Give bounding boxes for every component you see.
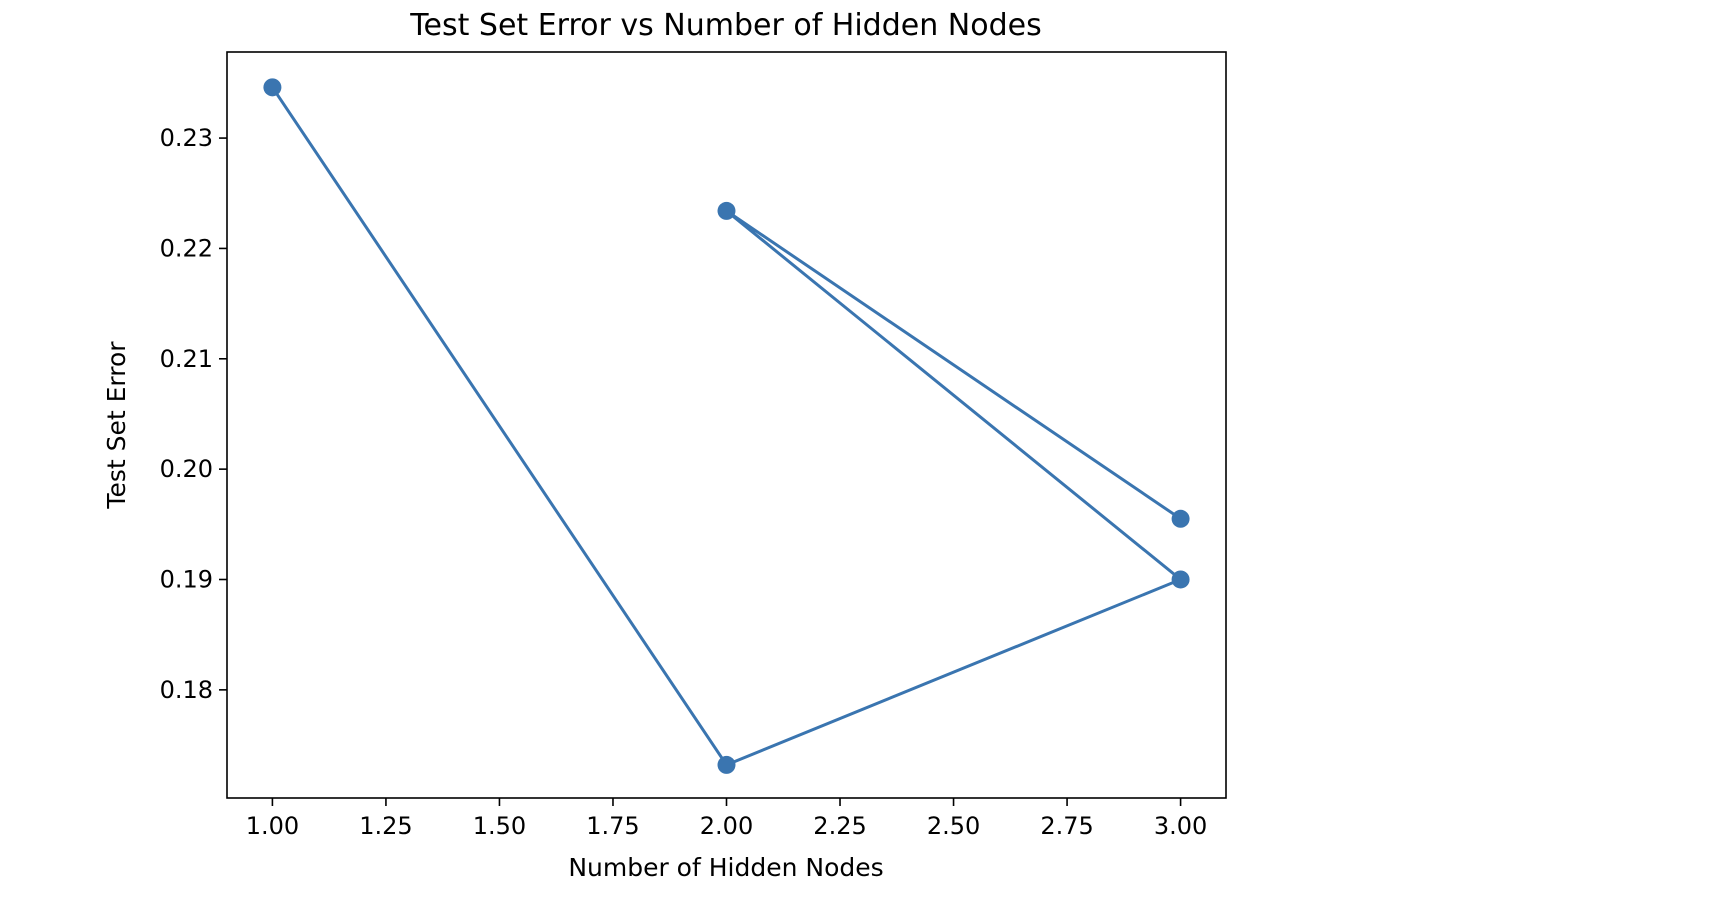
x-axis-label: Number of Hidden Nodes xyxy=(568,853,883,882)
y-tick-label: 0.22 xyxy=(160,234,213,262)
data-points xyxy=(263,78,1190,774)
y-axis-label: Test Set Error xyxy=(102,341,131,510)
x-tick-label: 2.25 xyxy=(813,812,866,840)
x-tick-label: 1.50 xyxy=(473,812,526,840)
data-point xyxy=(263,78,282,97)
y-tick-label: 0.19 xyxy=(160,565,213,593)
data-point xyxy=(1171,570,1190,589)
x-tick-label: 2.50 xyxy=(927,812,980,840)
x-tick-label: 2.75 xyxy=(1040,812,1093,840)
x-tick-label: 1.75 xyxy=(586,812,639,840)
y-tick-label: 0.21 xyxy=(160,345,213,373)
x-tick-label: 1.25 xyxy=(359,812,412,840)
x-tick-label: 3.00 xyxy=(1154,812,1207,840)
data-point xyxy=(717,755,736,774)
y-tick-label: 0.18 xyxy=(160,676,213,704)
plot-area xyxy=(226,51,1227,799)
y-axis: 0.18 0.19 0.20 0.21 0.22 0.23 xyxy=(160,124,227,704)
data-point xyxy=(1171,509,1190,528)
chart-title: Test Set Error vs Number of Hidden Nodes xyxy=(409,8,1041,43)
x-axis: 1.00 1.25 1.50 1.75 2.00 2.25 2.50 2.75 3.00 xyxy=(246,798,1207,840)
x-tick-label: 2.00 xyxy=(700,812,753,840)
y-tick-label: 0.23 xyxy=(160,124,213,152)
data-point xyxy=(717,201,736,220)
series-line xyxy=(271,86,1184,767)
x-tick-label: 1.00 xyxy=(246,812,299,840)
y-tick-label: 0.20 xyxy=(160,455,213,483)
